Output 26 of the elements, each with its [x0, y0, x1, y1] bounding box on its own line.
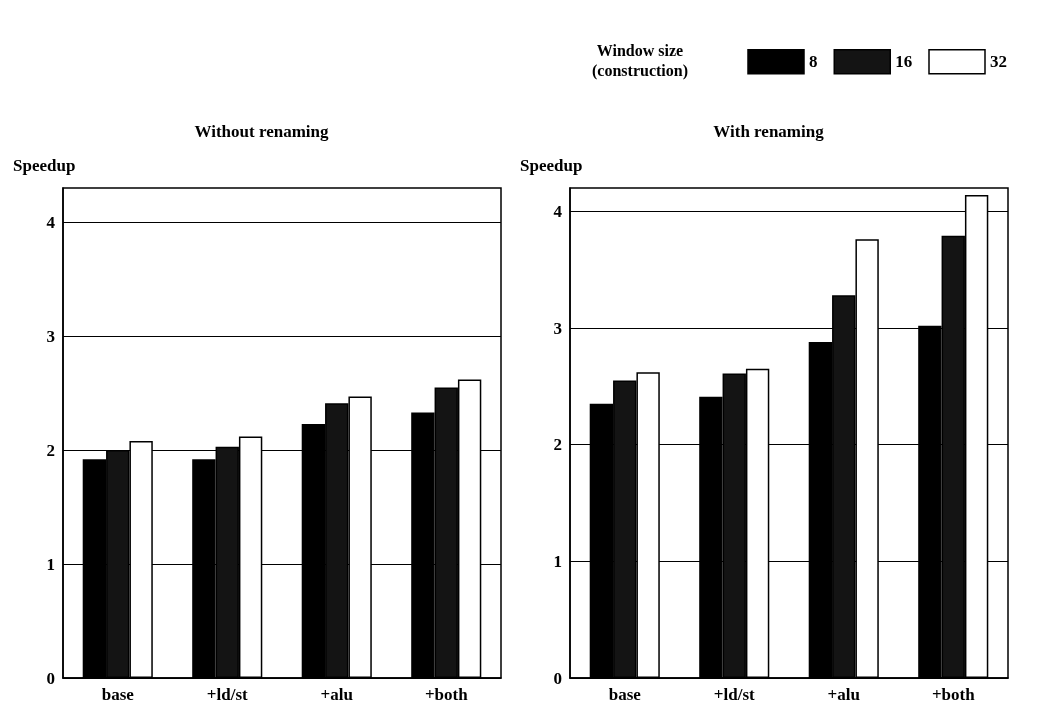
y-tick-label: 0 — [46, 668, 55, 688]
x-tick-label: +alu — [827, 685, 860, 704]
x-tick-label: +alu — [320, 685, 353, 704]
y-tick-label: 2 — [46, 440, 55, 460]
x-tick-label: +ld/st — [713, 685, 756, 704]
x-tick-label: base — [608, 685, 642, 704]
x-tick-label: +both — [931, 685, 976, 704]
legend-label: 16 — [895, 52, 913, 72]
legend-title: Window size (construction) — [592, 41, 688, 80]
y-tick-label: 4 — [553, 201, 563, 221]
y-tick-label: 3 — [553, 318, 562, 338]
y-tick-label: 3 — [46, 326, 55, 346]
x-tick-label: +ld/st — [206, 685, 249, 704]
y-axis-title: Speedup — [13, 156, 76, 175]
chart-title: Without renaming — [194, 122, 329, 141]
chart-title: With renaming — [713, 122, 825, 141]
x-tick-label: +both — [424, 685, 469, 704]
y-tick-label: 1 — [46, 554, 55, 574]
legend-label: 32 — [990, 52, 1007, 72]
y-tick-label: 4 — [46, 212, 56, 232]
x-tick-label: base — [101, 685, 135, 704]
y-axis-title: Speedup — [520, 156, 583, 175]
y-tick-label: 1 — [553, 551, 562, 571]
y-tick-label: 0 — [553, 668, 562, 688]
legend-label: 8 — [809, 52, 818, 72]
y-tick-label: 2 — [553, 435, 562, 455]
